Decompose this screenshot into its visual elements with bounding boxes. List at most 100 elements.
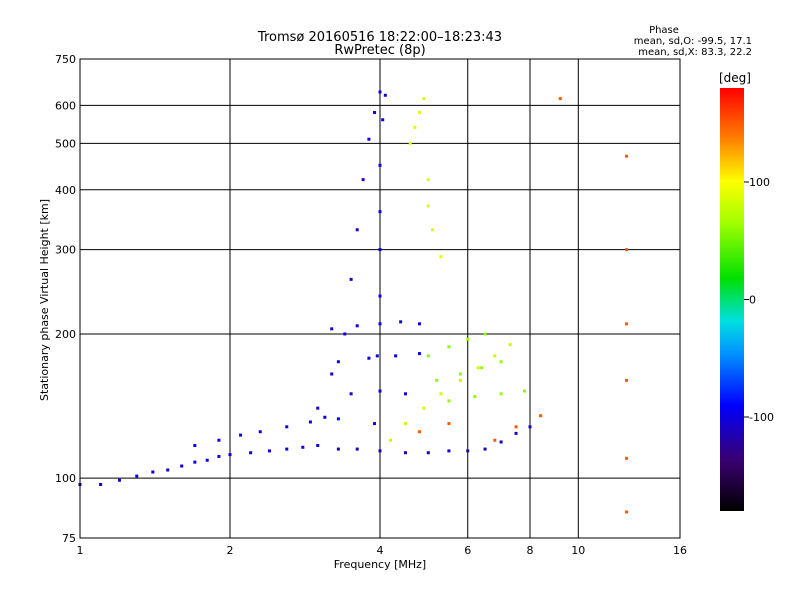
data-point xyxy=(435,378,439,382)
data-point xyxy=(249,451,253,455)
data-point xyxy=(361,178,365,182)
chart-subtitle: RwPretec (8p) xyxy=(334,43,425,58)
data-point xyxy=(367,356,371,360)
y-tick-label: 400 xyxy=(55,184,76,197)
data-point xyxy=(417,352,421,356)
data-point xyxy=(539,414,543,418)
x-tick-label: 16 xyxy=(673,544,687,557)
data-point xyxy=(166,468,170,472)
y-tick-label: 200 xyxy=(55,328,76,341)
data-point xyxy=(316,406,320,410)
data-point xyxy=(323,415,327,419)
data-point xyxy=(258,430,262,434)
y-tick-label: 600 xyxy=(55,99,76,112)
x-tick-label: 2 xyxy=(227,544,234,557)
data-point xyxy=(378,449,382,453)
y-tick-label: 300 xyxy=(55,244,76,257)
data-point xyxy=(625,510,629,514)
data-point xyxy=(378,294,382,298)
data-point xyxy=(483,447,487,451)
stats-line-x: mean, sd,X: 83.3, 22.2 xyxy=(638,47,752,58)
data-point xyxy=(426,178,430,182)
y-tick-label: 75 xyxy=(62,532,76,545)
data-point xyxy=(355,324,359,328)
data-point xyxy=(499,360,503,364)
data-point xyxy=(135,474,139,478)
data-point xyxy=(378,210,382,214)
data-point xyxy=(217,438,221,442)
data-point xyxy=(439,255,443,259)
colorbar-tick-label: 0 xyxy=(749,294,756,307)
data-point xyxy=(625,154,629,158)
data-point xyxy=(381,118,385,122)
data-point xyxy=(499,440,503,444)
data-point xyxy=(403,451,407,455)
colorbar-ticks: 100 0 -100 xyxy=(744,176,774,424)
data-point xyxy=(375,354,379,358)
x-tick-label: 8 xyxy=(527,544,534,557)
data-point xyxy=(349,277,353,281)
data-point xyxy=(285,447,289,451)
data-point xyxy=(625,248,629,252)
data-point xyxy=(217,454,221,458)
data-point xyxy=(466,449,470,453)
data-point xyxy=(558,97,562,101)
data-point xyxy=(308,420,312,424)
data-point xyxy=(625,378,629,382)
stats-line-o: mean, sd,O: -99.5, 17.1 xyxy=(634,36,752,47)
data-point xyxy=(228,453,232,457)
data-point xyxy=(373,110,377,114)
grid xyxy=(80,59,680,538)
data-point xyxy=(316,443,320,447)
data-point xyxy=(476,366,480,370)
data-point xyxy=(349,392,353,396)
data-point xyxy=(301,445,305,449)
data-point xyxy=(417,430,421,434)
data-point xyxy=(330,327,334,331)
data-point xyxy=(514,425,518,429)
data-point xyxy=(205,458,209,462)
chart-title: Tromsø 20160516 18:22:00–18:23:43 xyxy=(257,30,502,45)
data-point xyxy=(343,332,347,336)
data-point xyxy=(447,399,451,403)
y-tick-label: 100 xyxy=(55,472,76,485)
data-point xyxy=(378,322,382,326)
data-point xyxy=(193,460,197,464)
data-point xyxy=(422,97,426,101)
data-point xyxy=(378,248,382,252)
data-point xyxy=(466,337,470,341)
data-point xyxy=(399,320,403,324)
colorbar-tick-label: -100 xyxy=(749,411,774,424)
data-point xyxy=(99,482,103,486)
y-tick-label: 750 xyxy=(55,53,76,66)
data-point xyxy=(403,422,407,426)
data-point xyxy=(447,345,451,349)
data-point xyxy=(426,354,430,358)
y-tick-label: 500 xyxy=(55,137,76,150)
data-point xyxy=(408,141,412,145)
data-point xyxy=(367,137,371,141)
data-point xyxy=(267,449,271,453)
data-point xyxy=(403,392,407,396)
data-point xyxy=(394,354,398,358)
data-point xyxy=(493,354,497,358)
data-point xyxy=(417,322,421,326)
data-point xyxy=(413,125,417,129)
data-point xyxy=(480,366,484,370)
data-point xyxy=(528,425,532,429)
data-point xyxy=(625,322,629,326)
data-point xyxy=(493,438,497,442)
y-axis-label: Stationary phase Virtual Height [km] xyxy=(38,199,51,401)
data-point xyxy=(355,228,359,232)
data-point xyxy=(499,392,503,396)
data-point xyxy=(330,372,334,376)
data-point xyxy=(458,378,462,382)
data-point xyxy=(458,372,462,376)
data-point xyxy=(426,451,430,455)
colorbar-tick-label: 100 xyxy=(749,176,770,189)
data-point xyxy=(447,449,451,453)
stats-heading: Phase xyxy=(649,25,679,36)
data-point xyxy=(336,447,340,451)
data-point xyxy=(625,456,629,460)
